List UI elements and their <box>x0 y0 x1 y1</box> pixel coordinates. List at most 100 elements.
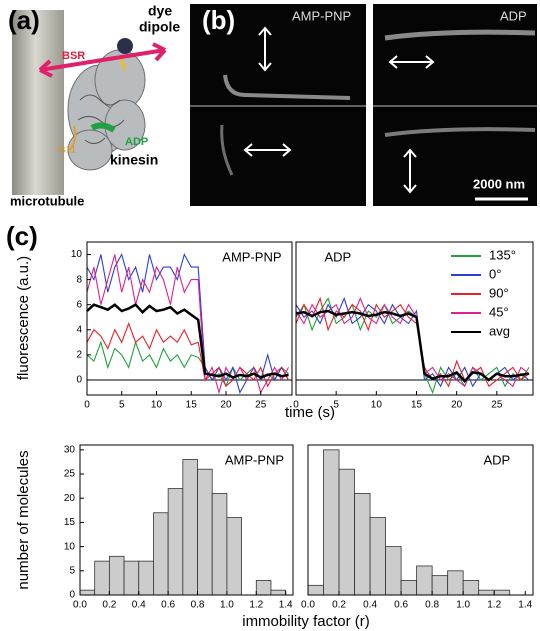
x-tick-label: 0 <box>293 400 299 411</box>
y-tick-label: 5 <box>69 565 75 576</box>
bar <box>323 449 340 596</box>
x-tick-label: 0.8 <box>425 600 439 611</box>
y-tick-label: 0 <box>69 590 75 601</box>
chart-title: ADP <box>484 452 511 467</box>
bar <box>79 589 96 596</box>
x-axis-label: immobility factor (r) <box>242 613 370 630</box>
plot-frame <box>295 241 534 396</box>
plot-frame <box>79 444 294 596</box>
x-tick-label: 20 <box>220 400 232 411</box>
bar <box>369 517 386 596</box>
panel-a: (a) dye dipole BSR Is11 ADP kinesin micr… <box>8 3 180 209</box>
y-tick-label: 20 <box>64 493 76 504</box>
label: dye <box>148 3 172 19</box>
bar <box>416 565 433 596</box>
x-tick-label: 20 <box>451 400 463 411</box>
bar <box>197 468 213 596</box>
x-tick-label: 1.4 <box>518 600 532 611</box>
is11-line <box>69 125 77 151</box>
y-axis-label: fluorescence (a.u.) <box>15 256 32 380</box>
y-tick-label: 30 <box>64 444 76 455</box>
bar <box>447 570 464 596</box>
x-tick-label: 15 <box>186 400 198 411</box>
bar <box>338 468 355 596</box>
bar <box>255 580 272 596</box>
bar <box>167 488 184 596</box>
x-tick-label: 1.2 <box>487 600 501 611</box>
y-tick-label: 25 <box>64 469 76 480</box>
filament <box>220 124 234 176</box>
bar <box>385 546 402 596</box>
label: kinesin <box>110 152 158 168</box>
x-tick-label: 0.2 <box>332 600 346 611</box>
label: microtubule <box>10 193 84 208</box>
x-tick-label: 0.0 <box>301 600 315 611</box>
x-tick-label: 15 <box>411 400 423 411</box>
label: dipole <box>139 19 180 35</box>
filament <box>384 127 536 137</box>
y-tick-label: 15 <box>64 517 76 528</box>
filament <box>384 29 536 41</box>
microtubule-shape <box>12 10 64 195</box>
label: BSR <box>62 50 85 62</box>
series-line <box>86 321 289 388</box>
bar <box>108 555 125 596</box>
x-tick-label: 25 <box>255 400 267 411</box>
dye <box>117 38 133 54</box>
bar <box>431 575 449 596</box>
x-tick-label: 1.0 <box>456 600 470 611</box>
bar <box>462 580 480 596</box>
x-tick-label: 0.2 <box>102 600 116 611</box>
label: ADP <box>125 136 148 148</box>
legend-label: 90° <box>489 285 509 300</box>
bar <box>211 492 228 596</box>
x-tick-label: 0.8 <box>191 600 205 611</box>
legend-label: 45° <box>489 304 509 319</box>
panel-b: (b) AMP-PNP ADP 2000 nm <box>190 4 537 206</box>
x-tick-label: 1.2 <box>249 600 263 611</box>
bar <box>354 492 371 596</box>
y-tick-label: 0 <box>76 375 82 386</box>
legend-label: 135° <box>489 247 516 262</box>
bar <box>400 580 418 596</box>
x-tick-label: 10 <box>371 400 383 411</box>
series-line <box>86 303 289 379</box>
y-tick-label: 10 <box>71 249 83 260</box>
y-tick-label: 4 <box>76 324 82 335</box>
x-tick-label: 5 <box>119 400 125 411</box>
x-tick-label: 25 <box>491 400 503 411</box>
series-line <box>86 253 289 394</box>
panel-label: (a) <box>8 5 40 35</box>
bar <box>270 589 287 596</box>
y-tick-label: 8 <box>76 274 82 285</box>
x-tick-label: 0 <box>84 400 90 411</box>
x-tick-label: 10 <box>151 400 163 411</box>
chart-title: AMP-PNP <box>222 249 281 264</box>
bar <box>226 517 242 596</box>
bar <box>123 560 140 596</box>
series-line <box>86 254 289 395</box>
protein-strands <box>77 94 125 144</box>
scale-label: 2000 nm <box>473 176 525 191</box>
image-title: ADP <box>500 8 527 23</box>
x-tick-label: 1.0 <box>220 600 234 611</box>
chart-title: ADP <box>324 249 351 264</box>
x-tick-label: 0.4 <box>132 600 146 611</box>
plot-frame <box>307 444 534 596</box>
bar <box>153 512 169 596</box>
legend-label: avg <box>489 323 510 338</box>
series-line <box>295 309 530 384</box>
polarization-arrows <box>243 26 435 194</box>
panel-label: (b) <box>202 5 235 35</box>
filament <box>223 74 351 100</box>
panel-label: (c) <box>6 221 38 251</box>
adp-shape <box>90 122 116 133</box>
x-tick-label: 0.0 <box>73 600 87 611</box>
y-axis-label: number of molecules <box>15 450 32 589</box>
y-tick-label: 10 <box>64 541 76 552</box>
bar <box>493 589 511 596</box>
y-tick-label: 6 <box>76 299 82 310</box>
bar <box>138 560 154 596</box>
bar <box>94 560 110 596</box>
x-tick-label: 5 <box>333 400 339 411</box>
